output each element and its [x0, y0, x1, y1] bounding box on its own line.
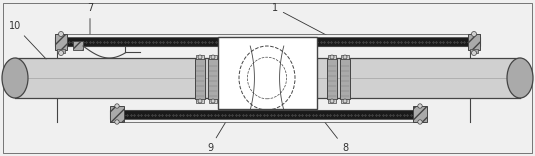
Bar [218, 37, 317, 109]
Circle shape [115, 120, 119, 124]
Circle shape [198, 55, 202, 59]
Bar [55, 34, 480, 37]
Bar [468, 34, 480, 50]
Circle shape [58, 51, 64, 56]
Bar [110, 119, 425, 122]
Circle shape [58, 32, 64, 37]
Bar [55, 34, 67, 50]
Bar [327, 59, 337, 99]
Bar [73, 41, 83, 50]
Circle shape [343, 55, 347, 59]
Bar [110, 110, 425, 119]
Circle shape [115, 104, 119, 108]
Bar [110, 106, 124, 122]
Bar [315, 58, 520, 98]
Bar [195, 59, 205, 99]
Bar [341, 55, 349, 59]
Circle shape [418, 120, 422, 124]
Bar [209, 55, 217, 59]
Text: 10: 10 [9, 21, 46, 59]
Bar [15, 58, 220, 98]
Bar [470, 49, 478, 53]
Circle shape [211, 99, 215, 103]
Text: 1: 1 [272, 3, 327, 36]
Bar [196, 55, 204, 59]
Bar [208, 59, 218, 99]
Bar [413, 106, 427, 122]
Bar [328, 55, 336, 59]
Circle shape [211, 55, 215, 59]
Circle shape [471, 51, 477, 56]
Circle shape [343, 99, 347, 103]
Bar [196, 99, 204, 103]
Circle shape [330, 55, 334, 59]
Bar [57, 49, 65, 53]
Bar [209, 99, 217, 103]
Text: 8: 8 [297, 86, 348, 153]
Circle shape [198, 99, 202, 103]
Circle shape [471, 32, 477, 37]
Ellipse shape [2, 58, 28, 98]
Circle shape [418, 104, 422, 108]
Bar [340, 59, 350, 99]
Text: 7: 7 [87, 3, 93, 34]
Bar [55, 37, 480, 46]
Circle shape [330, 99, 334, 103]
Bar [341, 99, 349, 103]
Bar [328, 99, 336, 103]
Text: 9: 9 [207, 117, 228, 153]
Ellipse shape [507, 58, 533, 98]
